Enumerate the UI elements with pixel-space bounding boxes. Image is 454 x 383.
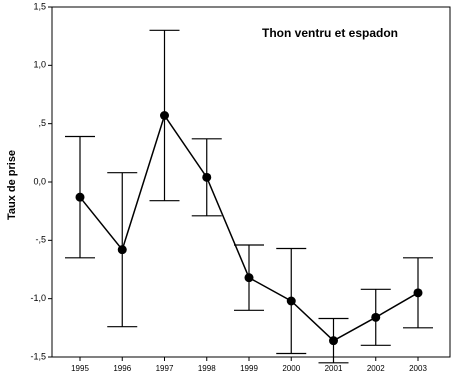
data-point [75,192,85,202]
data-point [160,111,169,120]
x-tick-label: 2003 [409,364,427,373]
y-tick-label: 1,5 [33,1,46,11]
x-tick-label: 2001 [325,364,343,373]
data-point [413,288,423,298]
data-point [117,245,127,255]
x-tick-label: 1995 [71,364,89,373]
chart-title: Thon ventru et espadon [262,26,398,40]
x-tick-label: 1998 [198,364,216,373]
x-tick-label: 1997 [156,364,174,373]
data-point [329,336,338,346]
y-tick-label: -,5 [35,235,46,245]
data-point [244,273,254,283]
data-point [202,172,212,182]
x-tick-label: 1999 [240,364,258,373]
y-tick-label: -1,5 [30,351,46,361]
y-tick-label: 0,0 [33,176,46,186]
y-tick-label: 1,0 [33,60,46,70]
x-tick-label: 2002 [367,364,385,373]
x-tick-label: 2000 [282,364,300,373]
y-axis-label: Taux de prise [6,150,18,220]
y-tick-label: ,5 [38,118,46,128]
y-tick-label: -1,0 [30,293,46,303]
data-point [371,312,381,322]
x-tick-label: 1996 [113,364,131,373]
plot-frame [51,6,451,358]
data-point [286,296,296,306]
